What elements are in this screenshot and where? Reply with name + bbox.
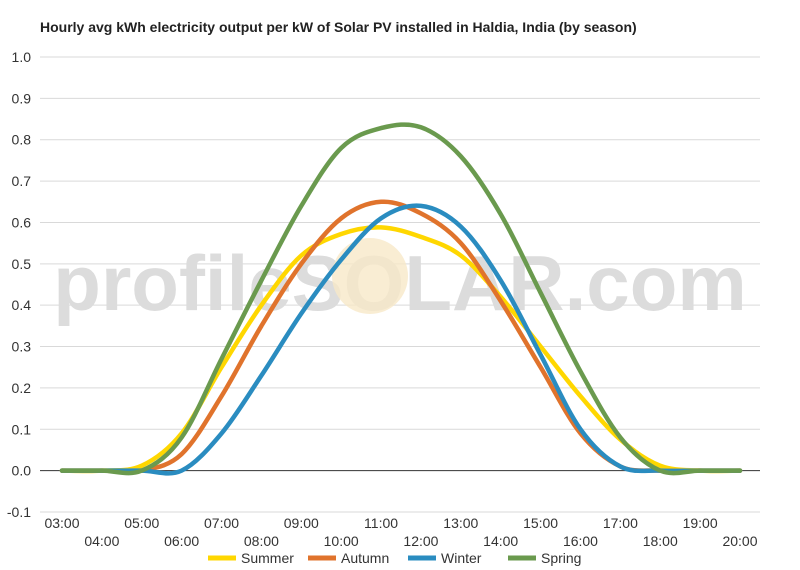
x-tick-label: 16:00	[563, 533, 598, 549]
y-tick-label: 0.5	[12, 256, 32, 272]
series-line-spring	[59, 122, 743, 476]
x-tick-label: 08:00	[244, 533, 279, 549]
x-tick-label: 14:00	[483, 533, 518, 549]
legend-label-autumn: Autumn	[341, 550, 389, 566]
y-tick-label: 0.7	[12, 173, 32, 189]
y-tick-label: 0.9	[12, 90, 32, 106]
x-tick-label: 09:00	[284, 515, 319, 531]
x-tick-label: 18:00	[643, 533, 678, 549]
watermark-sun-icon	[332, 238, 408, 314]
x-tick-label: 07:00	[204, 515, 239, 531]
y-tick-label: 0.6	[12, 214, 32, 230]
x-tick-label: 06:00	[164, 533, 199, 549]
y-tick-label: 1.0	[12, 49, 32, 65]
y-tick-label: 0.0	[12, 463, 32, 479]
y-tick-label: 0.8	[12, 132, 32, 148]
x-tick-label: 12:00	[403, 533, 438, 549]
x-tick-label: 11:00	[364, 515, 398, 531]
legend-label-spring: Spring	[541, 550, 581, 566]
x-tick-label: 20:00	[722, 533, 757, 549]
legend-label-summer: Summer	[241, 550, 294, 566]
x-tick-label: 13:00	[443, 515, 478, 531]
legend-label-winter: Winter	[441, 550, 482, 566]
x-axis-ticks: 03:00 04:00 05:00 06:00 07:00 08:00 09:00 10:00…	[44, 515, 757, 549]
x-tick-label: 17:00	[603, 515, 638, 531]
x-tick-label: 10:00	[324, 533, 359, 549]
y-axis-ticks: 1.0 0.9 0.8 0.7 0.6 0.5 0.4 0.3 0.2 0.1 0.0 -0.1	[7, 49, 31, 520]
x-tick-label: 03:00	[44, 515, 79, 531]
series-line-winter	[59, 203, 743, 476]
x-tick-label: 05:00	[124, 515, 159, 531]
y-tick-label: 0.1	[12, 421, 32, 437]
x-tick-label: 15:00	[523, 515, 558, 531]
legend: Summer Autumn Winter Spring	[208, 550, 581, 566]
y-tick-label: -0.1	[7, 504, 31, 520]
y-tick-label: 0.2	[12, 380, 32, 396]
y-tick-label: 0.4	[12, 297, 32, 313]
series-lines	[59, 122, 743, 476]
x-tick-label: 19:00	[683, 515, 718, 531]
chart-title: Hourly avg kWh electricity output per kW…	[40, 19, 637, 35]
y-tick-label: 0.3	[12, 339, 32, 355]
x-tick-label: 04:00	[84, 533, 119, 549]
